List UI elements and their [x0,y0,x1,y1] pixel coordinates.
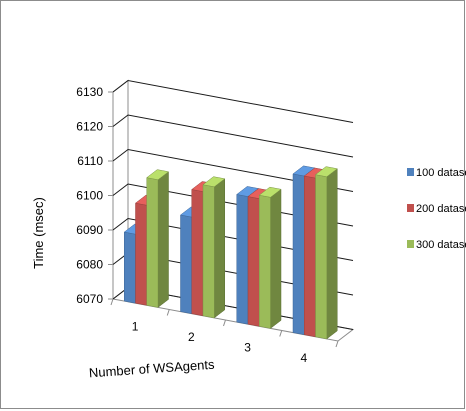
bar [146,169,170,308]
y-tick-labels: 6070 6080 6090 6100 6110 6120 6130 [76,85,103,306]
bar-top [146,169,170,181]
bars [123,165,338,340]
legend-label: 300 datasets [416,239,466,251]
y-tick-label: 6090 [76,223,103,237]
bar-front [202,184,215,319]
x-tick-labels: 1 2 3 4 [132,319,308,365]
bar-front [247,196,260,327]
y-axis-title: Time (msec) [31,197,46,269]
bar-top [314,166,338,178]
bar-front [315,174,327,340]
bar-front [259,194,271,329]
bar-side [326,168,338,340]
x-tick-label: 4 [301,351,308,365]
bar-front [146,177,159,308]
legend: 100 datasets 200 datasets 300 datasets [407,167,466,251]
bar-front [124,231,136,304]
x-tick-label: 2 [188,330,195,344]
x-tick-mark [110,298,114,306]
x-tick-mark [279,330,283,337]
x-tick-label: 3 [244,340,251,354]
bar-top [202,176,226,188]
bar-front [304,175,316,338]
bar [202,176,226,319]
y-tick-label: 6100 [76,189,103,203]
bar-front [191,189,204,317]
bar-front [236,194,249,325]
legend-label: 100 datasets [416,167,466,179]
x-tick-label: 1 [132,319,139,333]
bar-side [270,188,282,329]
legend-swatch [407,204,414,212]
gridline [112,79,354,123]
bar-side [157,171,169,308]
bar [258,186,282,329]
x-tick-mark [223,319,226,327]
y-tick-label: 6120 [76,120,103,134]
bar [314,166,338,340]
x-tick-mark [166,309,170,316]
bar-front [292,173,305,336]
bar-top [258,186,282,198]
legend-label: 200 datasets [416,203,466,215]
x-axis-title: Number of WSAgents [88,357,215,381]
y-tick-label: 6130 [76,85,103,99]
legend-swatch [407,240,414,248]
bar-front [180,214,192,315]
x-tick-mark [335,340,339,348]
y-tick-label: 6080 [76,258,103,272]
bar-front [135,202,147,306]
gridline [112,148,354,192]
bar-side [214,178,225,319]
legend-swatch [407,168,414,176]
y-tick-label: 6070 [76,292,103,306]
gridline [112,114,354,158]
y-tick-label: 6110 [77,154,103,168]
